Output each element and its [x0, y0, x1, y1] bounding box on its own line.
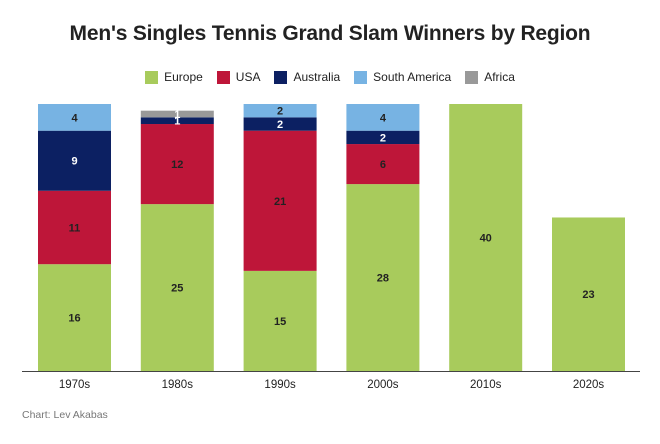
data-label-1970s-south-america: 4 [71, 112, 78, 124]
x-tick-1990s: 1990s [264, 379, 296, 391]
x-tick-2000s: 2000s [367, 379, 399, 391]
data-label-2000s-europe: 28 [377, 273, 389, 285]
bar-2010s-europe [449, 104, 523, 371]
legend-label-australia: Australia [293, 70, 341, 84]
data-label-2000s-usa: 6 [380, 159, 386, 171]
bar-1980s-europe [140, 204, 214, 371]
legend-item-usa: USA [216, 70, 261, 84]
bar-2000s-australia [346, 130, 420, 145]
data-label-1970s-australia: 9 [71, 156, 77, 168]
legend-item-africa: Africa [465, 70, 515, 84]
legend-label-usa: USA [235, 70, 261, 84]
bar-2020s-europe [552, 217, 625, 371]
data-label-1990s-usa: 21 [274, 196, 286, 208]
bar-1970s-australia [38, 130, 111, 191]
data-label-1980s-africa: 1 [174, 109, 180, 121]
legend-swatch-usa [216, 70, 230, 84]
x-tick-2010s: 2010s [470, 379, 502, 391]
data-label-1980s-europe: 25 [171, 283, 183, 295]
legend-swatch-africa [465, 70, 479, 84]
bar-1980s-usa [140, 124, 214, 205]
chart-title: Men's Singles Tennis Grand Slam Winners … [69, 22, 591, 45]
legend-label-africa: Africa [484, 70, 515, 84]
legend-item-south-america: South America [354, 70, 451, 84]
legend-swatch-south-america [354, 70, 368, 84]
data-label-1970s-usa: 11 [69, 222, 81, 234]
bar-2000s-usa [346, 144, 420, 185]
bar-1990s-australia [243, 117, 317, 131]
legend-item-europe: Europe [145, 70, 203, 84]
bar-1970s-south-america [38, 104, 111, 131]
bar-1990s-usa [243, 130, 317, 271]
data-label-2010s-europe: 40 [480, 233, 492, 245]
bar-2000s-europe [346, 184, 420, 371]
data-label-1980s-australia: 1 [174, 116, 180, 128]
legend-item-australia: Australia [274, 70, 340, 84]
legend: Europe USA Australia South America Afric… [0, 70, 660, 84]
data-label-1970s-europe: 16 [68, 313, 80, 325]
bar-2000s-south-america [346, 104, 420, 131]
bar-1990s-south-america [243, 104, 317, 118]
bar-1970s-europe [38, 264, 111, 371]
data-label-2000s-australia: 2 [380, 132, 386, 144]
bar-1970s-usa [38, 190, 111, 265]
x-tick-2020s: 2020s [573, 379, 605, 391]
legend-label-europe: Europe [164, 70, 203, 84]
x-tick-1970s: 1970s [59, 379, 91, 391]
x-tick-1980s: 1980s [162, 379, 194, 391]
bar-1980s-australia [140, 117, 214, 125]
data-label-1990s-australia: 2 [277, 119, 283, 131]
chart-source: Chart: Lev Akabas [22, 409, 108, 421]
data-label-2020s-europe: 23 [582, 289, 594, 301]
data-label-1980s-usa: 12 [171, 159, 183, 171]
legend-swatch-australia [274, 70, 288, 84]
legend-label-south-america: South America [373, 70, 452, 84]
data-label-1990s-europe: 15 [274, 316, 286, 328]
data-label-2000s-south-america: 4 [380, 112, 387, 124]
bar-1990s-europe [243, 270, 317, 371]
bar-1980s-africa [140, 110, 214, 118]
legend-swatch-europe [145, 70, 159, 84]
data-label-1990s-south-america: 2 [277, 106, 283, 118]
